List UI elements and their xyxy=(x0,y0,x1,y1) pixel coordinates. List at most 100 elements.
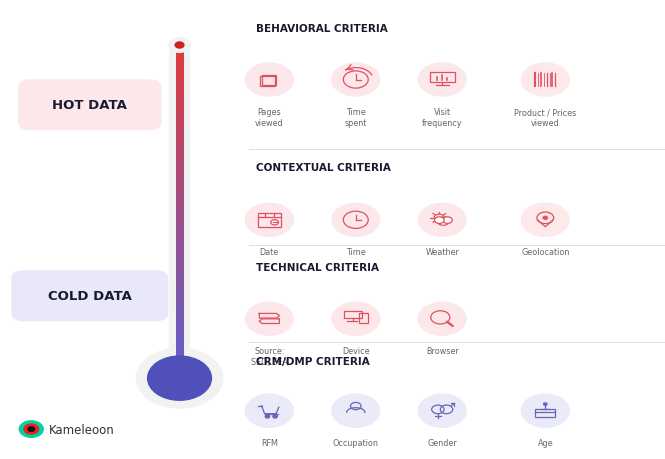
Bar xyxy=(176,118,184,123)
Bar xyxy=(176,245,184,250)
Bar xyxy=(176,208,184,213)
Bar xyxy=(176,78,184,83)
Bar xyxy=(176,102,184,107)
Circle shape xyxy=(521,204,569,237)
Circle shape xyxy=(418,394,466,427)
Bar xyxy=(176,355,184,360)
Bar xyxy=(176,94,184,99)
FancyBboxPatch shape xyxy=(169,46,190,372)
Bar xyxy=(176,98,184,103)
Bar xyxy=(176,241,184,246)
Bar xyxy=(176,253,184,258)
Bar xyxy=(176,347,184,352)
Text: Product / Prices
viewed: Product / Prices viewed xyxy=(514,108,577,128)
Circle shape xyxy=(332,204,380,237)
Circle shape xyxy=(332,394,380,427)
Bar xyxy=(176,224,184,230)
Bar xyxy=(176,290,184,295)
Text: RFM: RFM xyxy=(261,438,278,448)
Bar xyxy=(176,282,184,287)
Bar xyxy=(176,65,184,70)
Bar xyxy=(430,73,455,83)
Circle shape xyxy=(136,348,223,408)
Bar xyxy=(176,127,184,132)
Circle shape xyxy=(245,302,293,336)
Bar xyxy=(176,69,184,74)
Bar xyxy=(176,229,184,234)
Bar xyxy=(176,298,184,303)
Text: CRM/DMP CRITERIA: CRM/DMP CRITERIA xyxy=(256,357,370,367)
Circle shape xyxy=(273,415,277,418)
Circle shape xyxy=(245,394,293,427)
Bar xyxy=(176,184,184,189)
Bar xyxy=(176,192,184,197)
Bar xyxy=(176,213,184,217)
Text: Pages
viewed: Pages viewed xyxy=(255,108,284,128)
Circle shape xyxy=(543,403,547,405)
Text: HOT DATA: HOT DATA xyxy=(53,99,127,112)
Circle shape xyxy=(245,64,293,97)
Bar xyxy=(176,200,184,205)
Circle shape xyxy=(443,218,452,224)
Bar xyxy=(176,110,184,115)
Circle shape xyxy=(148,356,211,400)
Text: Source:
SEO, SEA: Source: SEO, SEA xyxy=(251,347,288,367)
Circle shape xyxy=(521,394,569,427)
Text: BEHAVIORAL CRITERIA: BEHAVIORAL CRITERIA xyxy=(256,23,388,34)
Bar xyxy=(176,204,184,209)
Bar xyxy=(176,359,184,364)
Bar xyxy=(176,339,184,344)
FancyBboxPatch shape xyxy=(11,271,168,321)
Circle shape xyxy=(332,64,380,97)
Bar xyxy=(176,351,184,356)
Bar xyxy=(176,106,184,111)
Bar xyxy=(176,147,184,152)
Bar xyxy=(176,286,184,291)
Bar xyxy=(535,409,555,417)
Bar xyxy=(176,53,184,58)
Text: Visit
frequency: Visit frequency xyxy=(422,108,462,128)
Bar xyxy=(176,159,184,164)
Bar xyxy=(176,237,184,242)
Text: CONTEXTUAL CRITERIA: CONTEXTUAL CRITERIA xyxy=(256,162,391,173)
Bar xyxy=(176,57,184,62)
Bar xyxy=(176,135,184,140)
Bar xyxy=(176,343,184,348)
Text: Time: Time xyxy=(346,248,366,257)
Bar xyxy=(176,323,184,327)
Bar xyxy=(176,306,184,311)
Bar xyxy=(176,216,184,221)
Circle shape xyxy=(438,218,450,226)
Bar xyxy=(176,163,184,168)
Text: Date: Date xyxy=(260,248,279,257)
Bar xyxy=(176,86,184,91)
Bar xyxy=(344,311,362,319)
Bar xyxy=(176,249,184,254)
Text: Geolocation: Geolocation xyxy=(521,248,569,257)
Bar xyxy=(176,49,184,54)
Bar xyxy=(176,155,184,160)
Circle shape xyxy=(169,39,190,53)
Bar xyxy=(176,326,184,331)
Bar xyxy=(261,75,277,86)
Bar xyxy=(176,274,184,279)
Bar xyxy=(176,319,184,324)
Bar xyxy=(176,62,184,66)
Text: Browser: Browser xyxy=(426,347,459,356)
Text: Gender: Gender xyxy=(428,438,457,448)
Bar xyxy=(176,310,184,315)
Circle shape xyxy=(24,424,39,434)
Bar xyxy=(176,188,184,193)
Bar xyxy=(176,330,184,336)
Circle shape xyxy=(332,302,380,336)
Bar xyxy=(176,335,184,340)
Bar xyxy=(176,175,184,180)
Bar xyxy=(176,179,184,185)
Circle shape xyxy=(265,415,269,418)
Circle shape xyxy=(175,43,184,49)
Bar xyxy=(176,269,184,274)
Bar xyxy=(176,367,184,372)
Text: Device: Device xyxy=(342,347,370,356)
Circle shape xyxy=(418,302,466,336)
Bar xyxy=(260,76,275,87)
